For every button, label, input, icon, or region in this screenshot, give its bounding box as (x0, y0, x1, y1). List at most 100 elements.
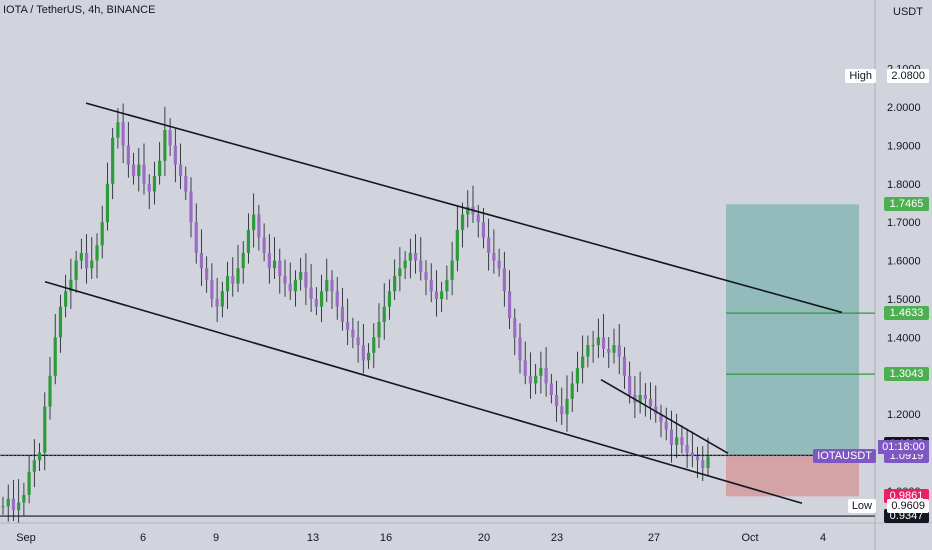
candle (638, 371, 642, 414)
candle (84, 234, 89, 284)
candle-body (460, 214, 465, 230)
candle (518, 323, 522, 374)
candle-body (346, 322, 350, 330)
trendline-channel-top (85, 102, 843, 314)
candle-body (455, 229, 459, 261)
candle-body (675, 437, 679, 445)
candle-body (158, 160, 162, 177)
candle (32, 439, 36, 488)
trendline-wedge-top (600, 378, 729, 455)
candle-body (408, 252, 412, 261)
candle-body (53, 337, 57, 376)
candle (434, 270, 439, 317)
candle-body (492, 252, 496, 261)
candle (393, 259, 397, 300)
candle (69, 258, 73, 309)
x-tick-label: 6 (140, 532, 146, 544)
chart-title: IOTA / TetherUS, 4h, BINANCE (3, 4, 156, 16)
candle (534, 363, 538, 395)
candle-body (241, 252, 245, 269)
candle-body (643, 395, 647, 399)
candle-body (27, 471, 31, 495)
y-tick-label: 1.7000 (887, 217, 921, 229)
candle (460, 202, 465, 248)
candle (225, 261, 230, 309)
trendline-channel-bottom (44, 280, 803, 505)
candle (622, 347, 627, 389)
candle-body (340, 306, 345, 323)
levels-layer (0, 204, 875, 517)
candle (168, 118, 172, 157)
candle (690, 431, 694, 468)
candle (706, 437, 710, 477)
candle-body (575, 368, 580, 384)
candle-body (43, 406, 47, 453)
candle (48, 356, 52, 420)
candle-body (586, 345, 590, 357)
candle (325, 258, 329, 303)
candle (1, 496, 5, 515)
candle (492, 229, 496, 274)
candle-body (507, 291, 512, 319)
candle (591, 330, 595, 363)
candle (22, 482, 26, 516)
candle-body (205, 268, 209, 280)
candle (178, 143, 183, 190)
candle-body (293, 279, 298, 292)
candle-body (22, 494, 26, 503)
candle-body (199, 252, 204, 269)
candle (158, 141, 162, 185)
candle-body (351, 329, 355, 338)
candle (429, 263, 433, 303)
candle-body (502, 268, 506, 292)
candle (111, 128, 115, 200)
y-tick-label: 1.9000 (887, 140, 921, 152)
candle (137, 148, 141, 192)
candle (340, 287, 345, 331)
candle-body (126, 145, 130, 165)
candle-body (622, 356, 627, 376)
high-value: 2.0800 (887, 69, 929, 84)
candle (173, 128, 177, 183)
candle-body (706, 456, 710, 468)
candle (549, 373, 553, 404)
candle (278, 248, 282, 294)
candle (304, 253, 308, 306)
candle (387, 279, 392, 320)
candle (241, 241, 245, 284)
candle (455, 206, 459, 272)
candle-body (654, 406, 658, 415)
candle-body (429, 279, 433, 292)
x-tick-label: Oct (741, 532, 758, 544)
candle-body (403, 260, 407, 269)
candle (267, 234, 271, 284)
candle-body (481, 222, 486, 238)
candle-body (570, 383, 574, 399)
candle (205, 256, 209, 293)
candle (236, 244, 240, 293)
candle-body (523, 360, 527, 376)
candle-body (476, 214, 480, 223)
candle (210, 263, 214, 308)
candle-body (319, 291, 324, 307)
candle-body (64, 291, 68, 307)
candle (643, 383, 647, 417)
candle-body (84, 252, 89, 269)
candle-body (581, 356, 585, 369)
y-tick-label: 2.0000 (887, 102, 921, 114)
candle-body (11, 498, 16, 511)
candle (586, 335, 590, 368)
candle (440, 281, 444, 313)
candle-body (225, 275, 230, 292)
candle-body (356, 337, 360, 346)
candle (64, 274, 68, 318)
candle (575, 351, 580, 392)
candle-body (591, 345, 595, 347)
candle-body (246, 229, 251, 253)
candle-body (560, 406, 564, 415)
candle-body (220, 291, 224, 307)
candle-body (638, 395, 642, 403)
candle (43, 392, 47, 471)
